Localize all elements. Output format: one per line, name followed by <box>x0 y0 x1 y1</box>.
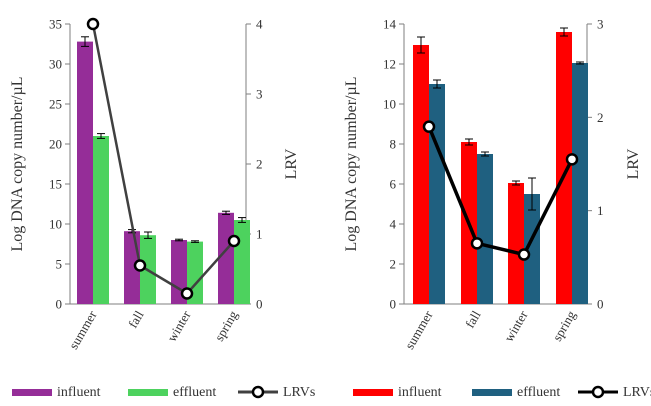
bar-effluent-spring <box>234 220 250 304</box>
legend-swatch-effluent <box>128 389 168 396</box>
category-label: winter <box>501 307 531 344</box>
lrv-point <box>422 120 436 133</box>
legend-marker-lrv <box>591 385 605 399</box>
right-tick-label: 1 <box>256 227 263 242</box>
left-tick-label: 0 <box>56 297 63 312</box>
bar-influent-winter <box>171 240 187 304</box>
category-label: fall <box>462 308 484 331</box>
right-tick-label: 0 <box>256 297 263 312</box>
right-tick-label: 3 <box>597 17 604 32</box>
lrv-line <box>427 126 574 257</box>
bar-influent-summer <box>77 41 93 304</box>
left-tick-label: 35 <box>49 17 62 32</box>
legend-label-lrv: LRVs <box>623 385 651 400</box>
legend-marker-lrv <box>251 385 265 399</box>
legend-label-influent: influent <box>398 385 442 400</box>
bar-influent-winter <box>508 183 524 304</box>
left-tick-label: 15 <box>49 177 62 192</box>
category-label: summer <box>66 307 100 351</box>
right-tick-label: 1 <box>597 203 604 218</box>
category-label: summer <box>402 307 436 351</box>
legend-label-effluent: effluent <box>173 385 216 400</box>
lrv-point <box>565 153 579 166</box>
bar-influent-summer <box>413 45 429 304</box>
left-tick-label: 8 <box>390 137 397 152</box>
left-tick-label: 12 <box>383 57 396 72</box>
bar-effluent-fall <box>477 154 493 304</box>
bar-effluent-summer <box>429 84 445 304</box>
left-tick-label: 25 <box>49 97 62 112</box>
lrv-point <box>86 17 100 31</box>
left-tick-label: 30 <box>49 57 62 72</box>
legend-label-lrv: LRVs <box>283 385 315 400</box>
bar-influent-spring <box>556 32 572 304</box>
bar-effluent-spring <box>572 63 588 304</box>
right-tick-label: 3 <box>256 87 263 102</box>
legend-swatch-influent <box>12 389 52 396</box>
lrv-line <box>91 23 235 295</box>
left-tick-label: 10 <box>383 97 396 112</box>
legend-label-effluent: effluent <box>517 385 560 400</box>
legend-label-influent: influent <box>57 385 101 400</box>
left-tick-label: 10 <box>49 217 62 232</box>
right-axis-title: LRV <box>625 148 642 179</box>
lrv-point <box>517 248 531 261</box>
left-axis-title: Log DNA copy number/µL <box>9 77 26 252</box>
legend-swatch-effluent <box>472 389 512 396</box>
left-tick-label: 0 <box>390 297 397 312</box>
right-tick-label: 0 <box>597 297 604 312</box>
left-tick-label: 4 <box>390 217 397 232</box>
right-tick-label: 4 <box>256 17 263 32</box>
lrv-point <box>180 287 194 300</box>
lrv-point <box>133 259 147 272</box>
left-tick-label: 6 <box>390 177 397 192</box>
category-label: winter <box>164 307 194 344</box>
legend-swatch-influent <box>353 389 393 396</box>
lrv-point <box>227 234 241 248</box>
chart-panel-1: 0 5 10 15 20 25 30 35 0 1 2 3 4 Log DNA copy number/µ… <box>9 17 315 401</box>
left-tick-label: 5 <box>56 257 63 272</box>
right-axis-title: LRV <box>283 148 300 179</box>
category-label: spring <box>549 308 578 344</box>
category-label: spring <box>211 308 240 344</box>
left-tick-label: 20 <box>49 137 62 152</box>
bar-effluent-summer <box>93 136 109 304</box>
left-axis-title: Log DNA copy number/µL <box>343 77 360 252</box>
left-tick-label: 2 <box>390 257 397 272</box>
right-tick-label: 2 <box>256 157 263 172</box>
lrv-point <box>470 237 484 250</box>
right-tick-label: 2 <box>597 110 604 125</box>
category-label: fall <box>125 308 147 331</box>
legend: influent effluent LRVs <box>353 385 651 400</box>
bar-influent-spring <box>218 212 234 304</box>
legend: influent effluent LRVs <box>12 385 315 400</box>
bar-effluent-winter <box>524 194 540 304</box>
left-tick-label: 14 <box>383 17 397 32</box>
